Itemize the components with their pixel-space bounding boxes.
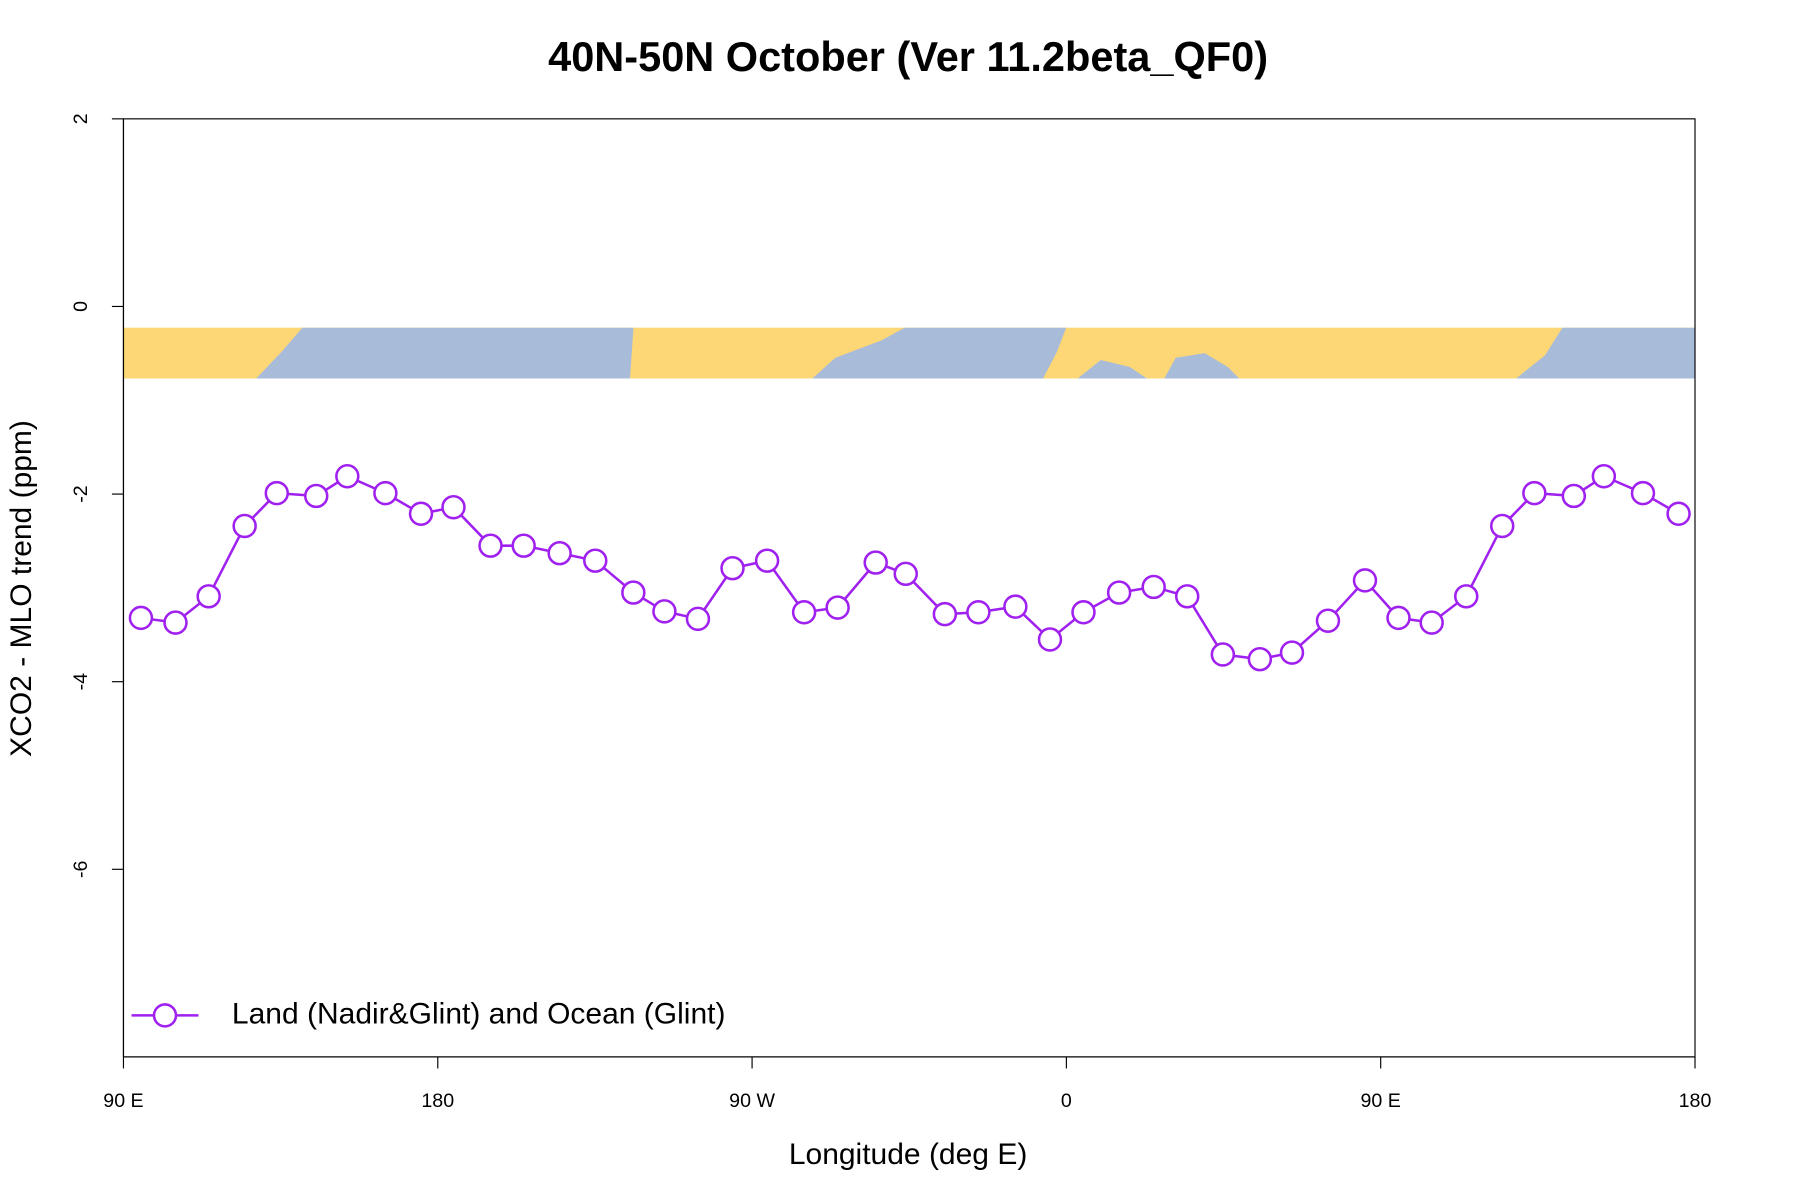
map-strip bbox=[123, 327, 1695, 379]
point bbox=[1279, 640, 1305, 665]
point bbox=[1247, 646, 1273, 672]
y-axis-label: XCO2 - MLO trend (ppm) bbox=[5, 420, 38, 757]
legend-label: Land (Nadir&Glint) and Ocean (Glint) bbox=[232, 997, 726, 1030]
ocean bbox=[1516, 327, 1695, 379]
point bbox=[1522, 480, 1547, 506]
x-tick-label: 0 bbox=[1061, 1090, 1072, 1112]
point bbox=[583, 548, 608, 573]
x-tick-label: 180 bbox=[1679, 1090, 1712, 1112]
y-tick-label: -6 bbox=[70, 860, 92, 878]
point bbox=[163, 610, 188, 635]
point bbox=[621, 580, 646, 605]
point bbox=[1071, 600, 1096, 625]
x-tick-label: 90 E bbox=[1361, 1090, 1401, 1112]
x-tick-label: 90 E bbox=[103, 1090, 143, 1112]
point bbox=[511, 533, 536, 558]
point bbox=[791, 600, 817, 625]
point bbox=[1003, 594, 1028, 619]
point bbox=[1666, 501, 1691, 527]
point bbox=[1489, 513, 1515, 539]
point bbox=[1106, 580, 1132, 605]
point bbox=[720, 555, 745, 581]
point bbox=[863, 550, 888, 575]
legend-marker bbox=[152, 1003, 178, 1028]
point bbox=[1037, 627, 1063, 652]
ocean bbox=[256, 327, 634, 379]
x-axis-label: Longitude (deg E) bbox=[789, 1138, 1028, 1171]
point bbox=[128, 605, 154, 631]
point bbox=[1591, 464, 1617, 489]
x-tick-label: 180 bbox=[421, 1090, 454, 1112]
point bbox=[1141, 574, 1166, 600]
point bbox=[441, 494, 466, 520]
point bbox=[1419, 610, 1444, 635]
point bbox=[335, 464, 360, 489]
sea bbox=[1077, 360, 1147, 379]
y-tick-label: -4 bbox=[70, 673, 92, 691]
y-tick-label: 2 bbox=[70, 113, 92, 124]
sea bbox=[1164, 353, 1240, 379]
point bbox=[932, 601, 958, 627]
point bbox=[408, 501, 434, 527]
x-tick-label: 90 W bbox=[729, 1090, 775, 1112]
point bbox=[478, 533, 503, 558]
point bbox=[1386, 605, 1411, 631]
y-tick-label: 0 bbox=[70, 301, 92, 312]
point bbox=[547, 540, 572, 566]
point bbox=[1561, 483, 1587, 509]
point bbox=[1315, 608, 1341, 633]
point bbox=[966, 600, 991, 625]
chart-title: 40N-50N October (Ver 11.2beta_QF0) bbox=[548, 33, 1268, 80]
point bbox=[1352, 568, 1378, 593]
point bbox=[373, 480, 398, 506]
point bbox=[1174, 584, 1200, 609]
point bbox=[685, 606, 711, 632]
point bbox=[232, 513, 257, 539]
point bbox=[196, 584, 221, 609]
y-tick-label: -2 bbox=[70, 485, 92, 502]
point bbox=[304, 483, 329, 509]
point bbox=[1630, 480, 1656, 506]
point bbox=[1210, 642, 1236, 667]
point bbox=[825, 595, 850, 620]
ocean bbox=[812, 327, 1067, 379]
point bbox=[1454, 584, 1479, 609]
point bbox=[264, 480, 290, 506]
point bbox=[652, 599, 677, 624]
point bbox=[893, 561, 918, 587]
point bbox=[754, 548, 780, 573]
